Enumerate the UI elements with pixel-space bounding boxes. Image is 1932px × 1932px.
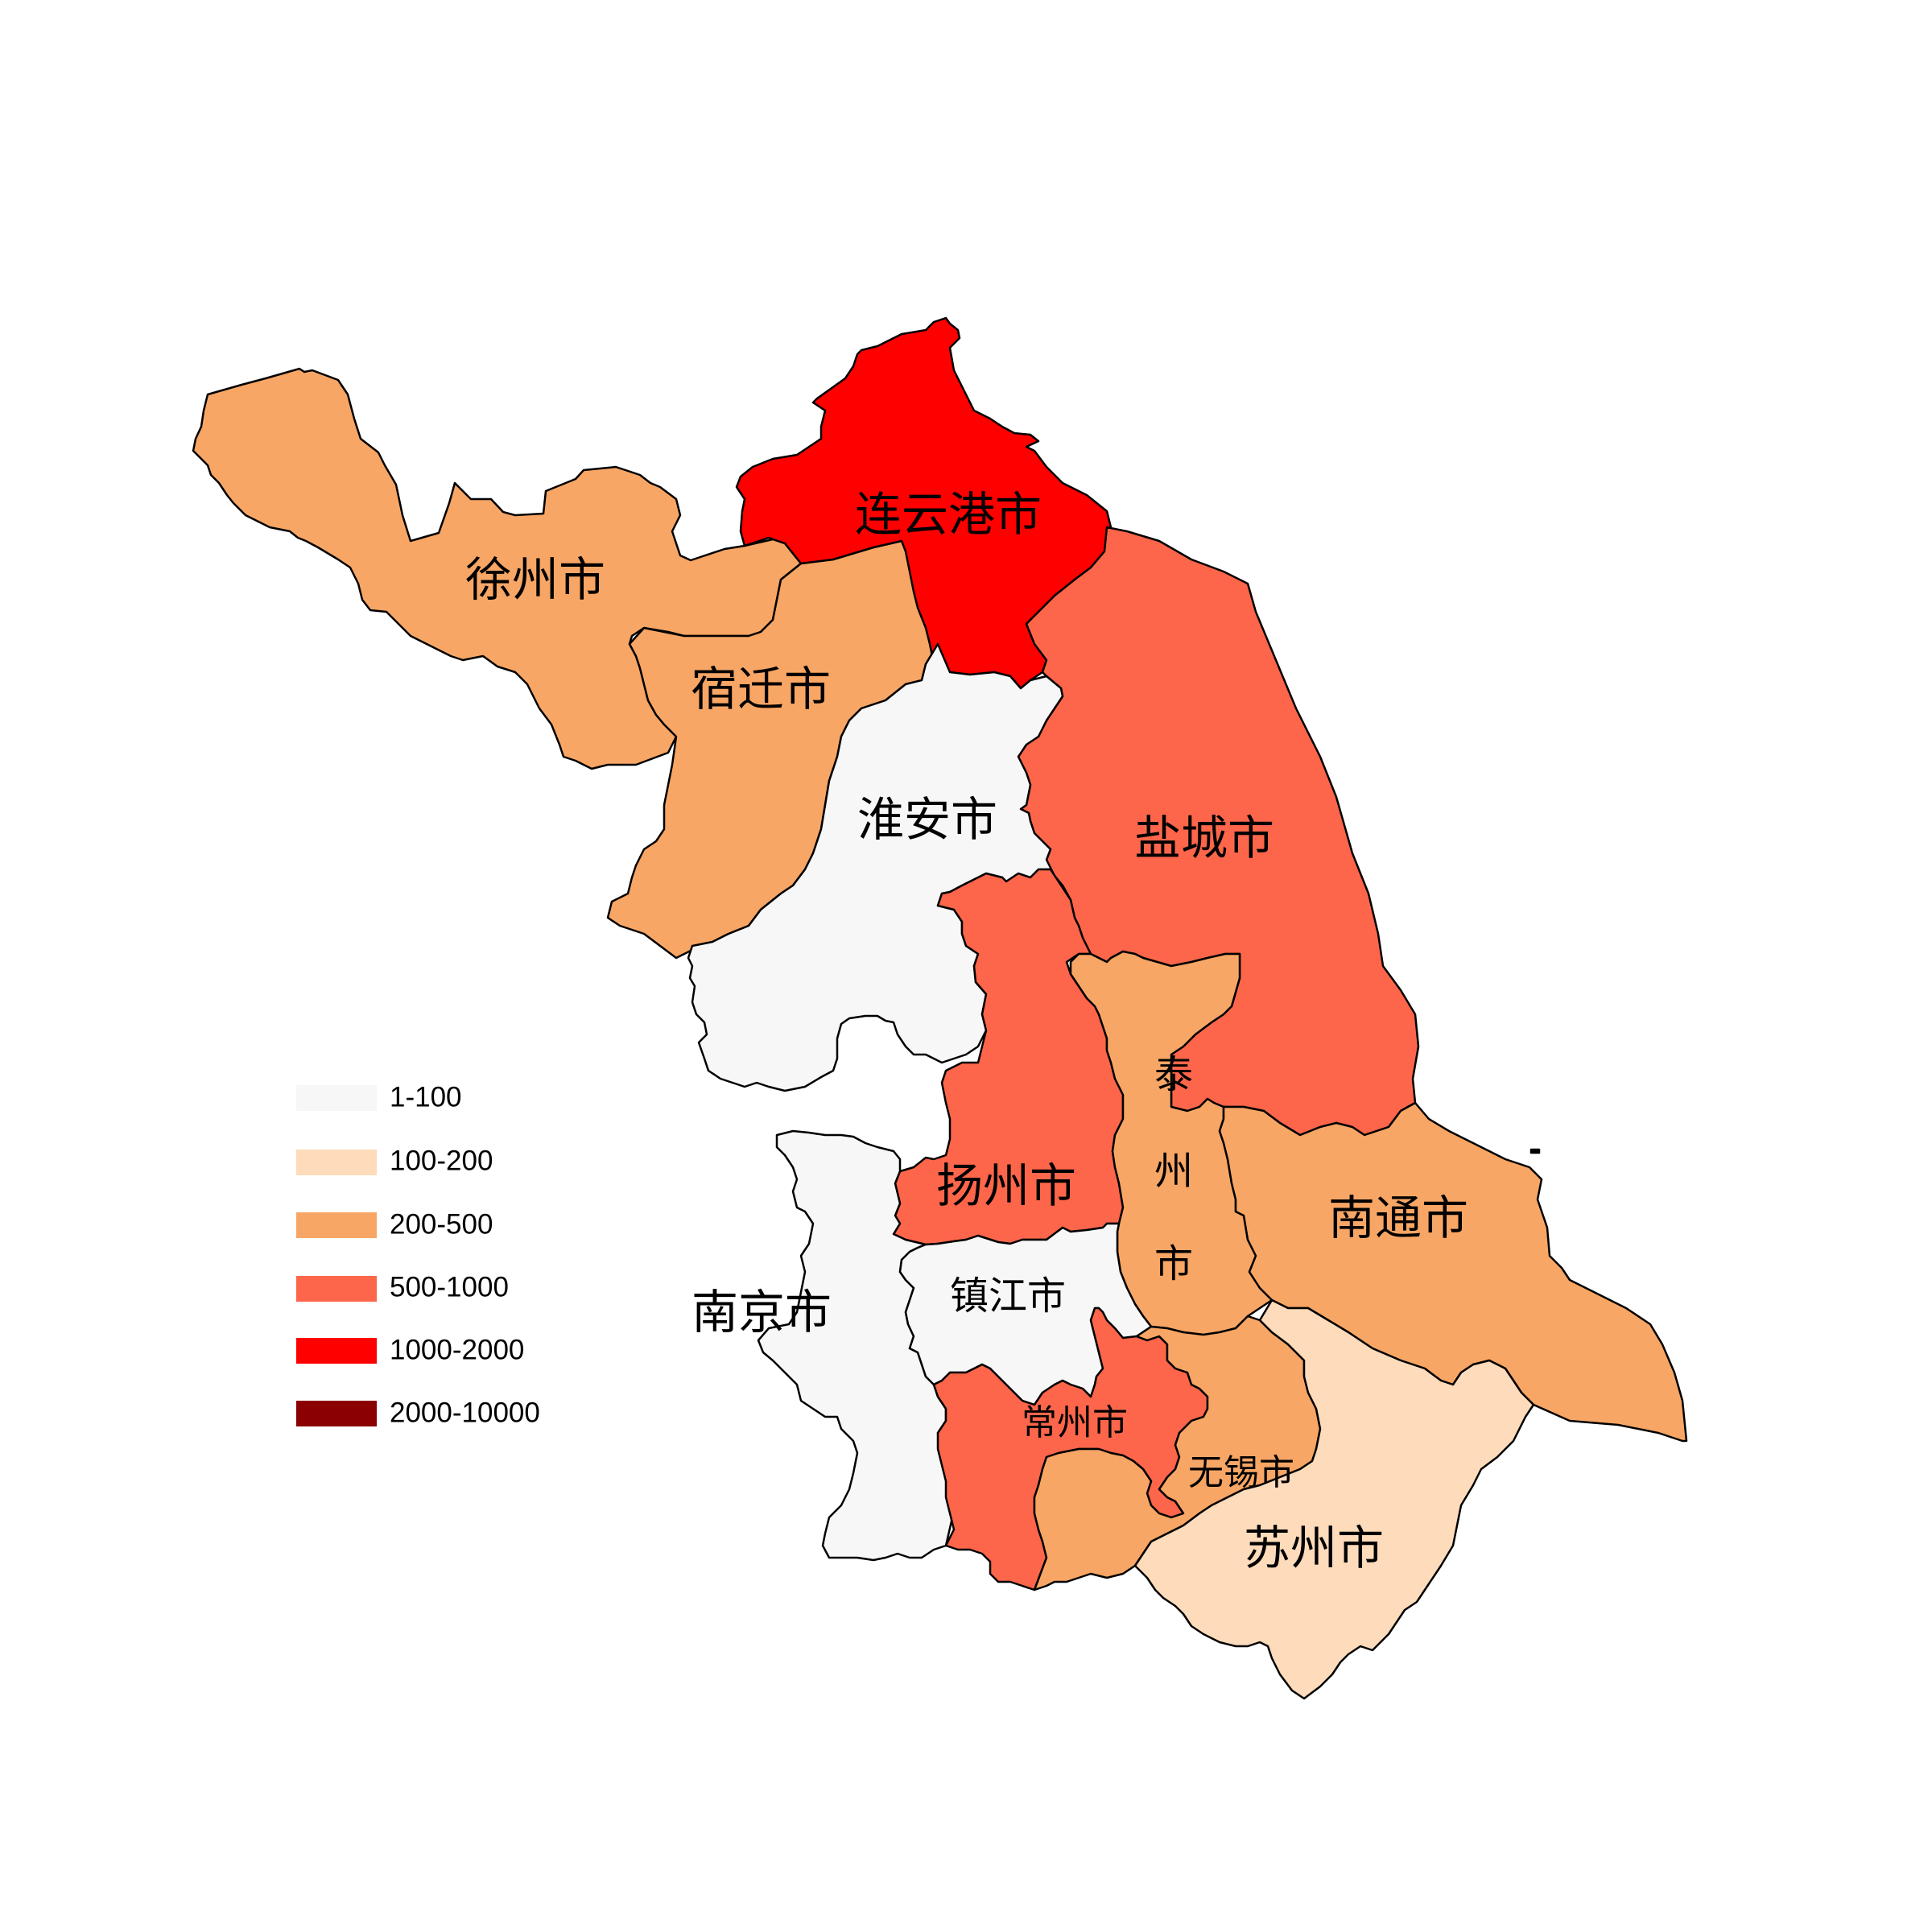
region-nanjing[interactable] xyxy=(757,1129,960,1562)
label-suqian: 宿迁市 xyxy=(691,662,831,716)
label-yancheng: 盐城市 xyxy=(1134,811,1274,865)
legend-label: 100-200 xyxy=(390,1145,493,1176)
region-xuzhou[interactable] xyxy=(192,367,803,770)
legend-item: 200-500 xyxy=(296,1208,493,1240)
legend-item: 2000-10000 xyxy=(296,1397,540,1428)
label-huaian: 淮安市 xyxy=(857,792,997,847)
label-nanjing: 南京市 xyxy=(691,1285,832,1340)
label-taizhou-char-1: 泰 xyxy=(1154,1052,1193,1097)
legend-swatch xyxy=(296,1338,377,1364)
legend-swatch xyxy=(296,1085,377,1111)
legend-swatch xyxy=(296,1150,377,1175)
label-nantong: 南通市 xyxy=(1328,1191,1468,1245)
label-zhenjiang: 镇江市 xyxy=(950,1274,1066,1319)
label-suzhou: 苏州市 xyxy=(1244,1521,1384,1575)
label-wuxi: 无锡市 xyxy=(1188,1452,1294,1493)
legend-item: 1-100 xyxy=(296,1081,462,1113)
legend-label: 1000-2000 xyxy=(390,1334,524,1365)
legend-label: 1-100 xyxy=(390,1081,462,1113)
label-taizhou-char-3: 市 xyxy=(1154,1241,1193,1286)
legend-label: 2000-10000 xyxy=(390,1397,540,1428)
label-xuzhou: 徐州市 xyxy=(465,552,605,607)
region-suzhou[interactable] xyxy=(1133,1298,1535,1700)
legend-item: 1000-2000 xyxy=(296,1334,524,1365)
label-yangzhou: 扬州市 xyxy=(936,1158,1076,1213)
legend-item: 100-200 xyxy=(296,1145,493,1176)
legend-item: 500-1000 xyxy=(296,1271,509,1302)
region-nantong[interactable] xyxy=(1218,1101,1688,1443)
legend-swatch xyxy=(296,1212,377,1238)
label-changzhou: 常州市 xyxy=(1022,1402,1128,1443)
label-lianyungang: 连云港市 xyxy=(855,487,1042,542)
legend: 1-100 100-200 200-500 500-1000 1000-2000… xyxy=(296,1081,540,1428)
legend-label: 500-1000 xyxy=(390,1271,509,1302)
legend-swatch xyxy=(296,1401,377,1426)
label-taizhou-char-2: 州 xyxy=(1154,1149,1193,1194)
islet-marker xyxy=(1530,1148,1541,1154)
legend-label: 200-500 xyxy=(390,1208,493,1240)
legend-swatch xyxy=(296,1276,377,1302)
